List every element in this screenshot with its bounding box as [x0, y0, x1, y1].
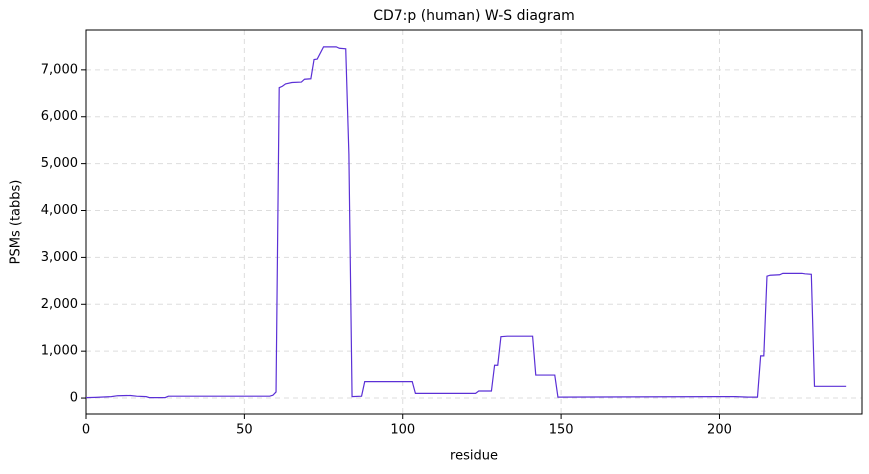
y-tick-label: 6,000 [41, 109, 78, 124]
chart-title: CD7:p (human) W-S diagram [373, 8, 575, 24]
x-tick-label: 200 [707, 423, 732, 438]
y-tick-label: 5,000 [41, 156, 78, 171]
x-tick-label: 150 [549, 423, 574, 438]
x-tick-label: 50 [236, 423, 253, 438]
y-tick-label: 0 [70, 391, 78, 406]
y-tick-label: 3,000 [41, 250, 78, 265]
y-tick-label: 4,000 [41, 203, 78, 218]
y-tick-label: 7,000 [41, 62, 78, 77]
data-line [85, 46, 847, 399]
plot-frame [85, 29, 863, 415]
y-axis-label: PSMs (tabbs) [9, 180, 24, 265]
y-tick-label: 1,000 [41, 344, 78, 359]
x-axis-label: residue [450, 449, 498, 464]
x-tick-label: 100 [390, 423, 415, 438]
y-tick-label: 2,000 [41, 297, 78, 312]
x-tick-label: 0 [82, 423, 90, 438]
